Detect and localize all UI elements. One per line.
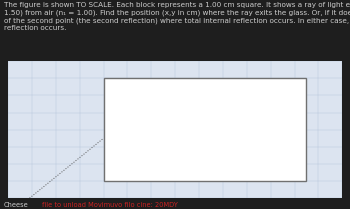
Text: Cheese: Cheese	[4, 202, 28, 208]
Text: The figure is shown TO SCALE. Each block represents a 1.00 cm square. It shows a: The figure is shown TO SCALE. Each block…	[4, 1, 350, 31]
Bar	[104, 78, 307, 181]
Text: file to unload Movimuvo filo cine: 20MDY: file to unload Movimuvo filo cine: 20MDY	[25, 202, 178, 208]
